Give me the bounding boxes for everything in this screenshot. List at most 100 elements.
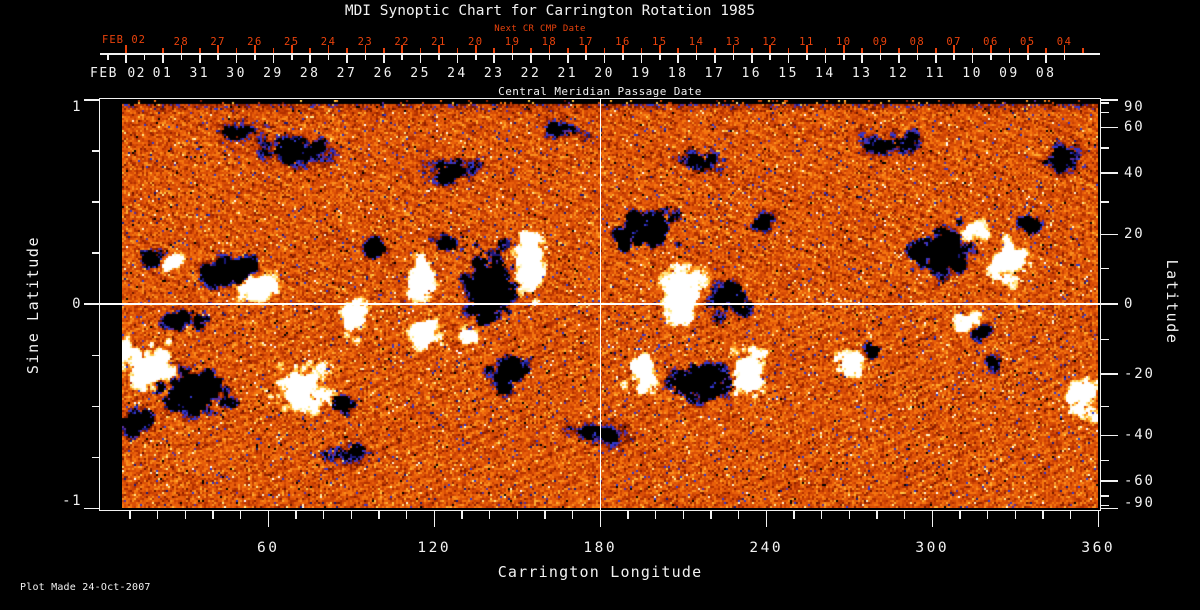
longitude-tick-label: 240 (749, 540, 784, 556)
cmp-tick-label: 09 (999, 66, 1020, 81)
next-cr-tick (916, 45, 919, 53)
longitude-tick (1097, 510, 1100, 527)
cmp-minor-tick (1027, 54, 1029, 60)
cmp-tick (861, 54, 863, 63)
longitude-tick (433, 510, 436, 527)
latitude-tick-label: -90 (1124, 495, 1155, 511)
longitude-tick (737, 510, 740, 519)
sine-latitude-minor-tick (92, 405, 100, 408)
latitude-minor-tick (1100, 495, 1109, 497)
next-cr-minor-tick (530, 48, 532, 53)
latitude-tick (1100, 126, 1118, 129)
latitude-minor-tick (1100, 267, 1109, 270)
sine-latitude-minor-tick (92, 354, 100, 356)
cmp-tick (346, 54, 348, 63)
next-cr-minor-tick (935, 48, 937, 53)
latitude-minor-tick (1100, 405, 1109, 408)
longitude-tick-label: 60 (257, 540, 280, 556)
meridian-crosshair-line (599, 99, 601, 510)
next-cr-minor-tick (419, 48, 422, 53)
next-cr-tick (879, 45, 882, 53)
next-cr-minor-tick (824, 48, 827, 53)
cmp-minor-tick (695, 54, 698, 60)
cmp-tick (898, 54, 900, 63)
cmp-tick (419, 54, 422, 63)
cmp-tick (677, 54, 679, 63)
cmp-minor-tick (548, 54, 551, 60)
latitude-minor-tick (1100, 338, 1109, 341)
cmp-minor-tick (659, 54, 661, 60)
longitude-tick (986, 510, 989, 519)
chart-title: MDI Synoptic Chart for Carrington Rotati… (344, 3, 756, 19)
longitude-tick (212, 510, 214, 519)
cmp-minor-tick (475, 54, 477, 60)
next-cr-minor-tick (199, 48, 201, 53)
cmp-minor-tick (364, 54, 367, 60)
latitude-minor-tick (1100, 111, 1109, 114)
latitude-tick (1100, 434, 1118, 437)
latitude-tick-label: -60 (1124, 473, 1155, 490)
longitude-tick-label: 300 (915, 540, 950, 556)
sine-latitude-tick-label: 1 (72, 99, 82, 115)
cmp-tick-label: 11 (925, 66, 947, 81)
cmp-minor-tick (254, 54, 256, 60)
next-cr-tick (254, 45, 256, 53)
latitude-tick (1100, 172, 1118, 174)
cmp-tick (199, 54, 201, 63)
sine-latitude-minor-tick (92, 201, 100, 203)
cmp-tick (935, 54, 937, 63)
longitude-tick (1014, 510, 1017, 519)
cmp-minor-tick (291, 54, 293, 60)
next-cr-tick-label: 17 (578, 36, 595, 48)
latitude-tick (1100, 507, 1118, 510)
next-cr-tick-label: 27 (210, 36, 227, 48)
sine-latitude-tick (84, 507, 100, 510)
latitude-tick-label: 20 (1124, 226, 1145, 243)
longitude-tick (1042, 510, 1044, 519)
longitude-tick (710, 510, 712, 519)
next-cr-tick-label: 10 (835, 36, 852, 48)
longitude-tick (322, 510, 325, 519)
next-cr-tick-label: 04 (1056, 36, 1073, 48)
sine-latitude-tick (84, 99, 100, 101)
next-cr-tick-label: 24 (320, 36, 337, 48)
latitude-tick-label: 40 (1124, 164, 1145, 181)
cmp-tick (640, 54, 643, 63)
longitude-tick (876, 510, 878, 519)
cmp-start-date-label: FEB 02 (90, 66, 146, 81)
next-cr-tick (1063, 45, 1066, 53)
cmp-tick (125, 54, 127, 63)
cmp-tick-label: 31 (189, 66, 211, 81)
latitude-minor-tick (1100, 504, 1109, 507)
next-cr-minor-tick (1082, 48, 1084, 53)
next-cr-tick-label: 25 (283, 36, 300, 48)
longitude-tick (1069, 510, 1072, 519)
next-cr-tick-label: 19 (504, 36, 521, 48)
longitude-tick (516, 510, 519, 519)
longitude-tick (627, 510, 629, 519)
cmp-minor-tick (327, 54, 330, 60)
sine-latitude-tick-label: -1 (62, 493, 82, 509)
latitude-tick-label: 60 (1124, 119, 1145, 136)
longitude-tick (903, 510, 906, 519)
cmp-minor-tick (916, 54, 919, 60)
next-cr-tick (125, 45, 127, 53)
next-cr-minor-tick (272, 48, 275, 53)
longitude-tick (544, 510, 546, 519)
cmp-tick (603, 54, 606, 63)
cmp-tick (235, 54, 238, 63)
next-cr-tick-label: 21 (431, 36, 447, 48)
latitude-tick-label: 90 (1124, 99, 1145, 115)
sine-latitude-minor-tick (92, 456, 100, 459)
next-cr-tick (732, 45, 735, 53)
next-cr-tick-label: 08 (909, 36, 926, 48)
next-cr-minor-tick (677, 48, 679, 53)
latitude-tick (1100, 373, 1118, 375)
next-cr-minor-tick (383, 48, 385, 53)
cmp-tick (1045, 54, 1047, 63)
cmp-tick-label: 14 (815, 66, 836, 81)
next-cr-minor-tick (861, 48, 863, 53)
cmp-tick-label: 29 (263, 66, 284, 81)
next-cr-tick-label: 16 (615, 36, 631, 48)
